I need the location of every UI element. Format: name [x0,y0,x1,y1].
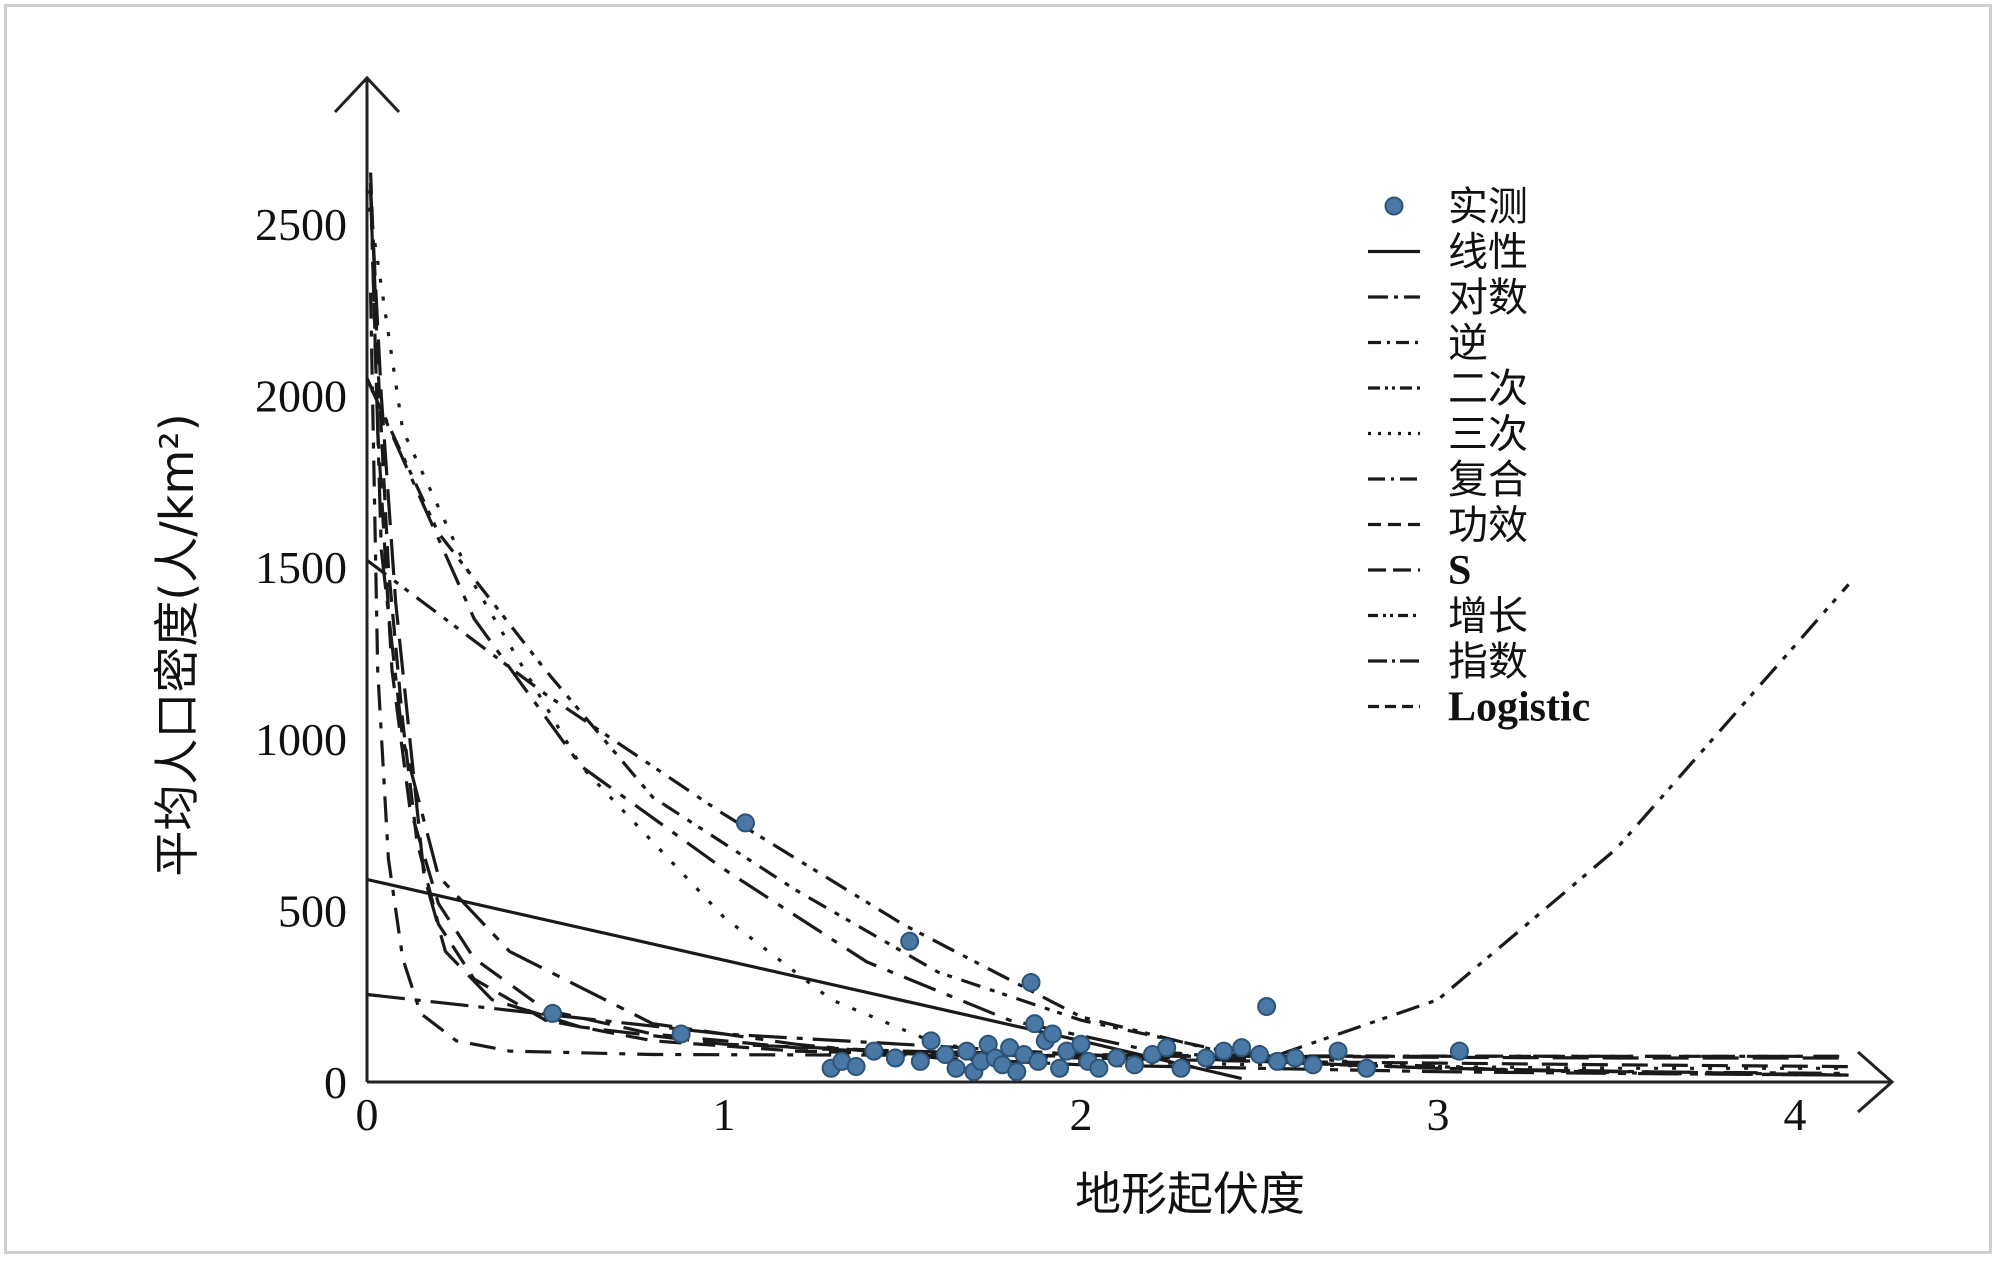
observed-point [846,1057,866,1077]
observed-point [671,1024,691,1044]
x-axis-arrow [1857,1050,1895,1114]
observed-point [1171,1058,1191,1078]
observed-point [910,1051,930,1071]
observed-point [900,931,920,951]
observed-point [1125,1055,1145,1075]
observed-point [1449,1041,1469,1061]
observed-point [1232,1038,1252,1058]
observed-point [957,1041,977,1061]
legend-label-复合: 复合 [1448,457,1528,503]
observed-point [864,1041,884,1061]
y-tick-label: 2500 [255,199,347,250]
x-axis-title: 地形起伏度 [1075,1167,1305,1221]
observed-point [1007,1062,1027,1082]
legend-label-二次: 二次 [1448,366,1528,412]
y-tick-label: 1500 [255,542,347,593]
curve-指数 [366,992,1849,1077]
observed-point [1328,1041,1348,1061]
x-tick-label: 2 [1070,1089,1093,1140]
observed-point [1021,972,1041,992]
observed-point [735,813,755,833]
observed-point [1071,1034,1091,1054]
y-tick-label: 500 [278,885,347,936]
legend-label-线性: 线性 [1448,230,1528,276]
legend-label-功效: 功效 [1448,503,1528,549]
curve-Logistic [369,172,1849,1058]
observed-point [1025,1014,1045,1034]
fitted-curves [365,172,1850,1081]
y-axis-title: 平均人口密度(人/km²) [150,413,204,876]
observed-point [1028,1051,1048,1071]
observed-point [1285,1048,1305,1068]
y-tick-label: 2000 [255,371,347,422]
curve-对数 [369,189,1849,1077]
observed-point [1196,1048,1216,1068]
observed-point [1157,1038,1177,1058]
legend-label-增长: 增长 [1448,594,1528,640]
legend-label-逆: 逆 [1448,321,1488,367]
observed-point [935,1045,955,1065]
y-tick-label: 0 [324,1057,347,1108]
legend-marker-实测 [1384,196,1404,216]
observed-point [1107,1048,1127,1068]
observed-point [1214,1041,1234,1061]
observed-point [1303,1055,1323,1075]
y-axis-arrow [333,75,401,114]
x-tick-label: 1 [713,1089,736,1140]
x-tick-label: 0 [356,1089,379,1140]
curve-S [369,189,1849,1060]
observed-point [1257,996,1277,1016]
observed-point [543,1003,563,1023]
legend-label-实测: 实测 [1448,184,1528,230]
curve-二次 [366,559,1850,1064]
y-tick-label: 1000 [255,714,347,765]
observed-point [1250,1045,1269,1065]
curve-增长 [365,377,1849,1077]
legend-label-对数: 对数 [1448,275,1528,321]
curve-逆 [369,292,1849,1058]
observed-point [921,1031,941,1051]
legend-label-Logistic: Logistic [1448,685,1590,731]
curve-复合 [365,377,1849,1075]
observed-points [543,813,1469,1082]
x-tick-label: 3 [1427,1089,1450,1140]
legend-label-三次: 三次 [1448,412,1528,458]
observed-point [1050,1058,1070,1078]
observed-point [1042,1024,1062,1044]
tick-labels: 0 1 2 3 4 0 500 1000 1500 2000 2500 [255,199,1807,1140]
x-tick-label: 4 [1784,1089,1807,1140]
chart-frame [4,4,1992,1254]
legend-label-S: S [1448,548,1471,594]
legend-label-指数: 指数 [1448,639,1528,685]
observed-point [885,1048,905,1068]
curve-功效 [369,182,1849,1069]
observed-point [1089,1058,1109,1078]
observed-point [946,1058,966,1078]
curve-三次 [365,189,1849,1070]
observed-point [1267,1051,1287,1071]
observed-point [1357,1058,1377,1078]
